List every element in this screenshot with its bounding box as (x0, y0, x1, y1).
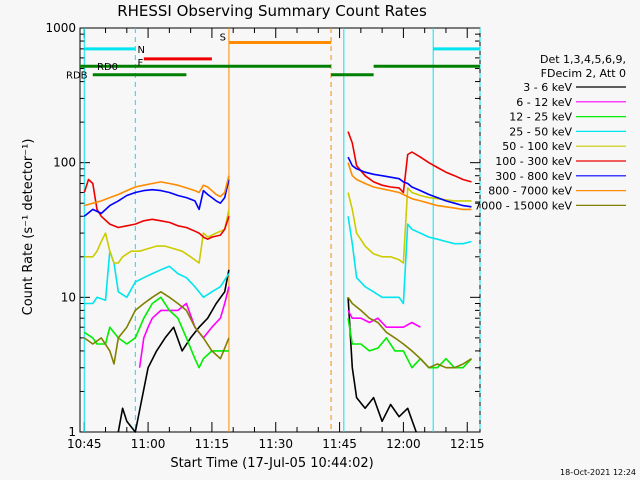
legend-label: 50 - 100 keV (502, 140, 572, 153)
plot-area: 1 10 100 1000 10:45 11:00 11:15 11:30 11:45 12:00… (45, 21, 484, 451)
legend-label: 300 - 800 keV (495, 170, 572, 183)
series-line-1 (117, 269, 230, 433)
footer-timestamp: 18-Oct-2021 12:24 (560, 468, 636, 477)
chart-title: RHESSI Observing Summary Count Rates (117, 2, 427, 20)
series-line-8 (347, 162, 472, 211)
flag-label-s: S (220, 33, 226, 44)
series-line-8 (84, 175, 230, 207)
series-line-9 (83, 290, 230, 365)
legend-label: 100 - 300 keV (495, 155, 572, 168)
series-line-5 (84, 209, 230, 264)
series-line-6 (83, 178, 230, 240)
legend-label: 12 - 25 keV (509, 111, 572, 124)
series-line-1 (347, 297, 417, 433)
series-line-3 (347, 318, 473, 369)
x-tick-label: 12:00 (386, 437, 421, 451)
legend-label: 800 - 7000 keV (488, 185, 572, 198)
y-tick-label: 10 (61, 290, 76, 304)
y-tick-label: 1 (68, 425, 76, 439)
flag-label-n: N (137, 45, 144, 56)
series-line-7 (347, 156, 472, 208)
series-line-4 (347, 216, 472, 305)
plot-frame (79, 27, 481, 433)
legend-label: 6 - 12 keV (516, 96, 572, 109)
x-axis-label: Start Time (17-Jul-05 10:44:02) (170, 456, 373, 471)
y-tick-label: 100 (53, 156, 76, 170)
legend: Det 1,3,4,5,6,9, FDecim 2, Att 0 3 - 6 k… (474, 53, 626, 212)
series-line-6 (347, 131, 472, 194)
legend-header-line-1: Det 1,3,4,5,6,9, (540, 53, 626, 66)
legend-header-line-2: FDecim 2, Att 0 (541, 67, 626, 80)
series-line-9 (347, 296, 472, 369)
series-line-2 (138, 286, 230, 368)
flag-label-rdb: RDB (66, 71, 88, 82)
y-tick-label: 1000 (45, 21, 76, 35)
series-line-3 (83, 296, 229, 369)
x-tick-label: 11:30 (258, 437, 293, 451)
x-tick-label: 11:00 (131, 437, 166, 451)
series-line-7 (83, 179, 230, 217)
legend-label: 3 - 6 keV (523, 81, 572, 94)
flag-label-rd0: RD0 (97, 62, 118, 73)
legend-label: 7000 - 15000 keV (474, 199, 572, 212)
x-tick-label: 12:15 (450, 437, 485, 451)
x-tick-label: 11:45 (322, 437, 357, 451)
x-tick-label: 10:45 (67, 437, 102, 451)
y-axis-label: Count Rate (s⁻¹ detector⁻¹) (21, 139, 36, 316)
series-line-5 (347, 187, 472, 264)
series-line-2 (347, 310, 421, 329)
x-tick-label: 11:15 (195, 437, 230, 451)
series-line-4 (84, 250, 230, 305)
flag-label-f: F (137, 58, 143, 69)
legend-label: 25 - 50 keV (509, 125, 572, 138)
